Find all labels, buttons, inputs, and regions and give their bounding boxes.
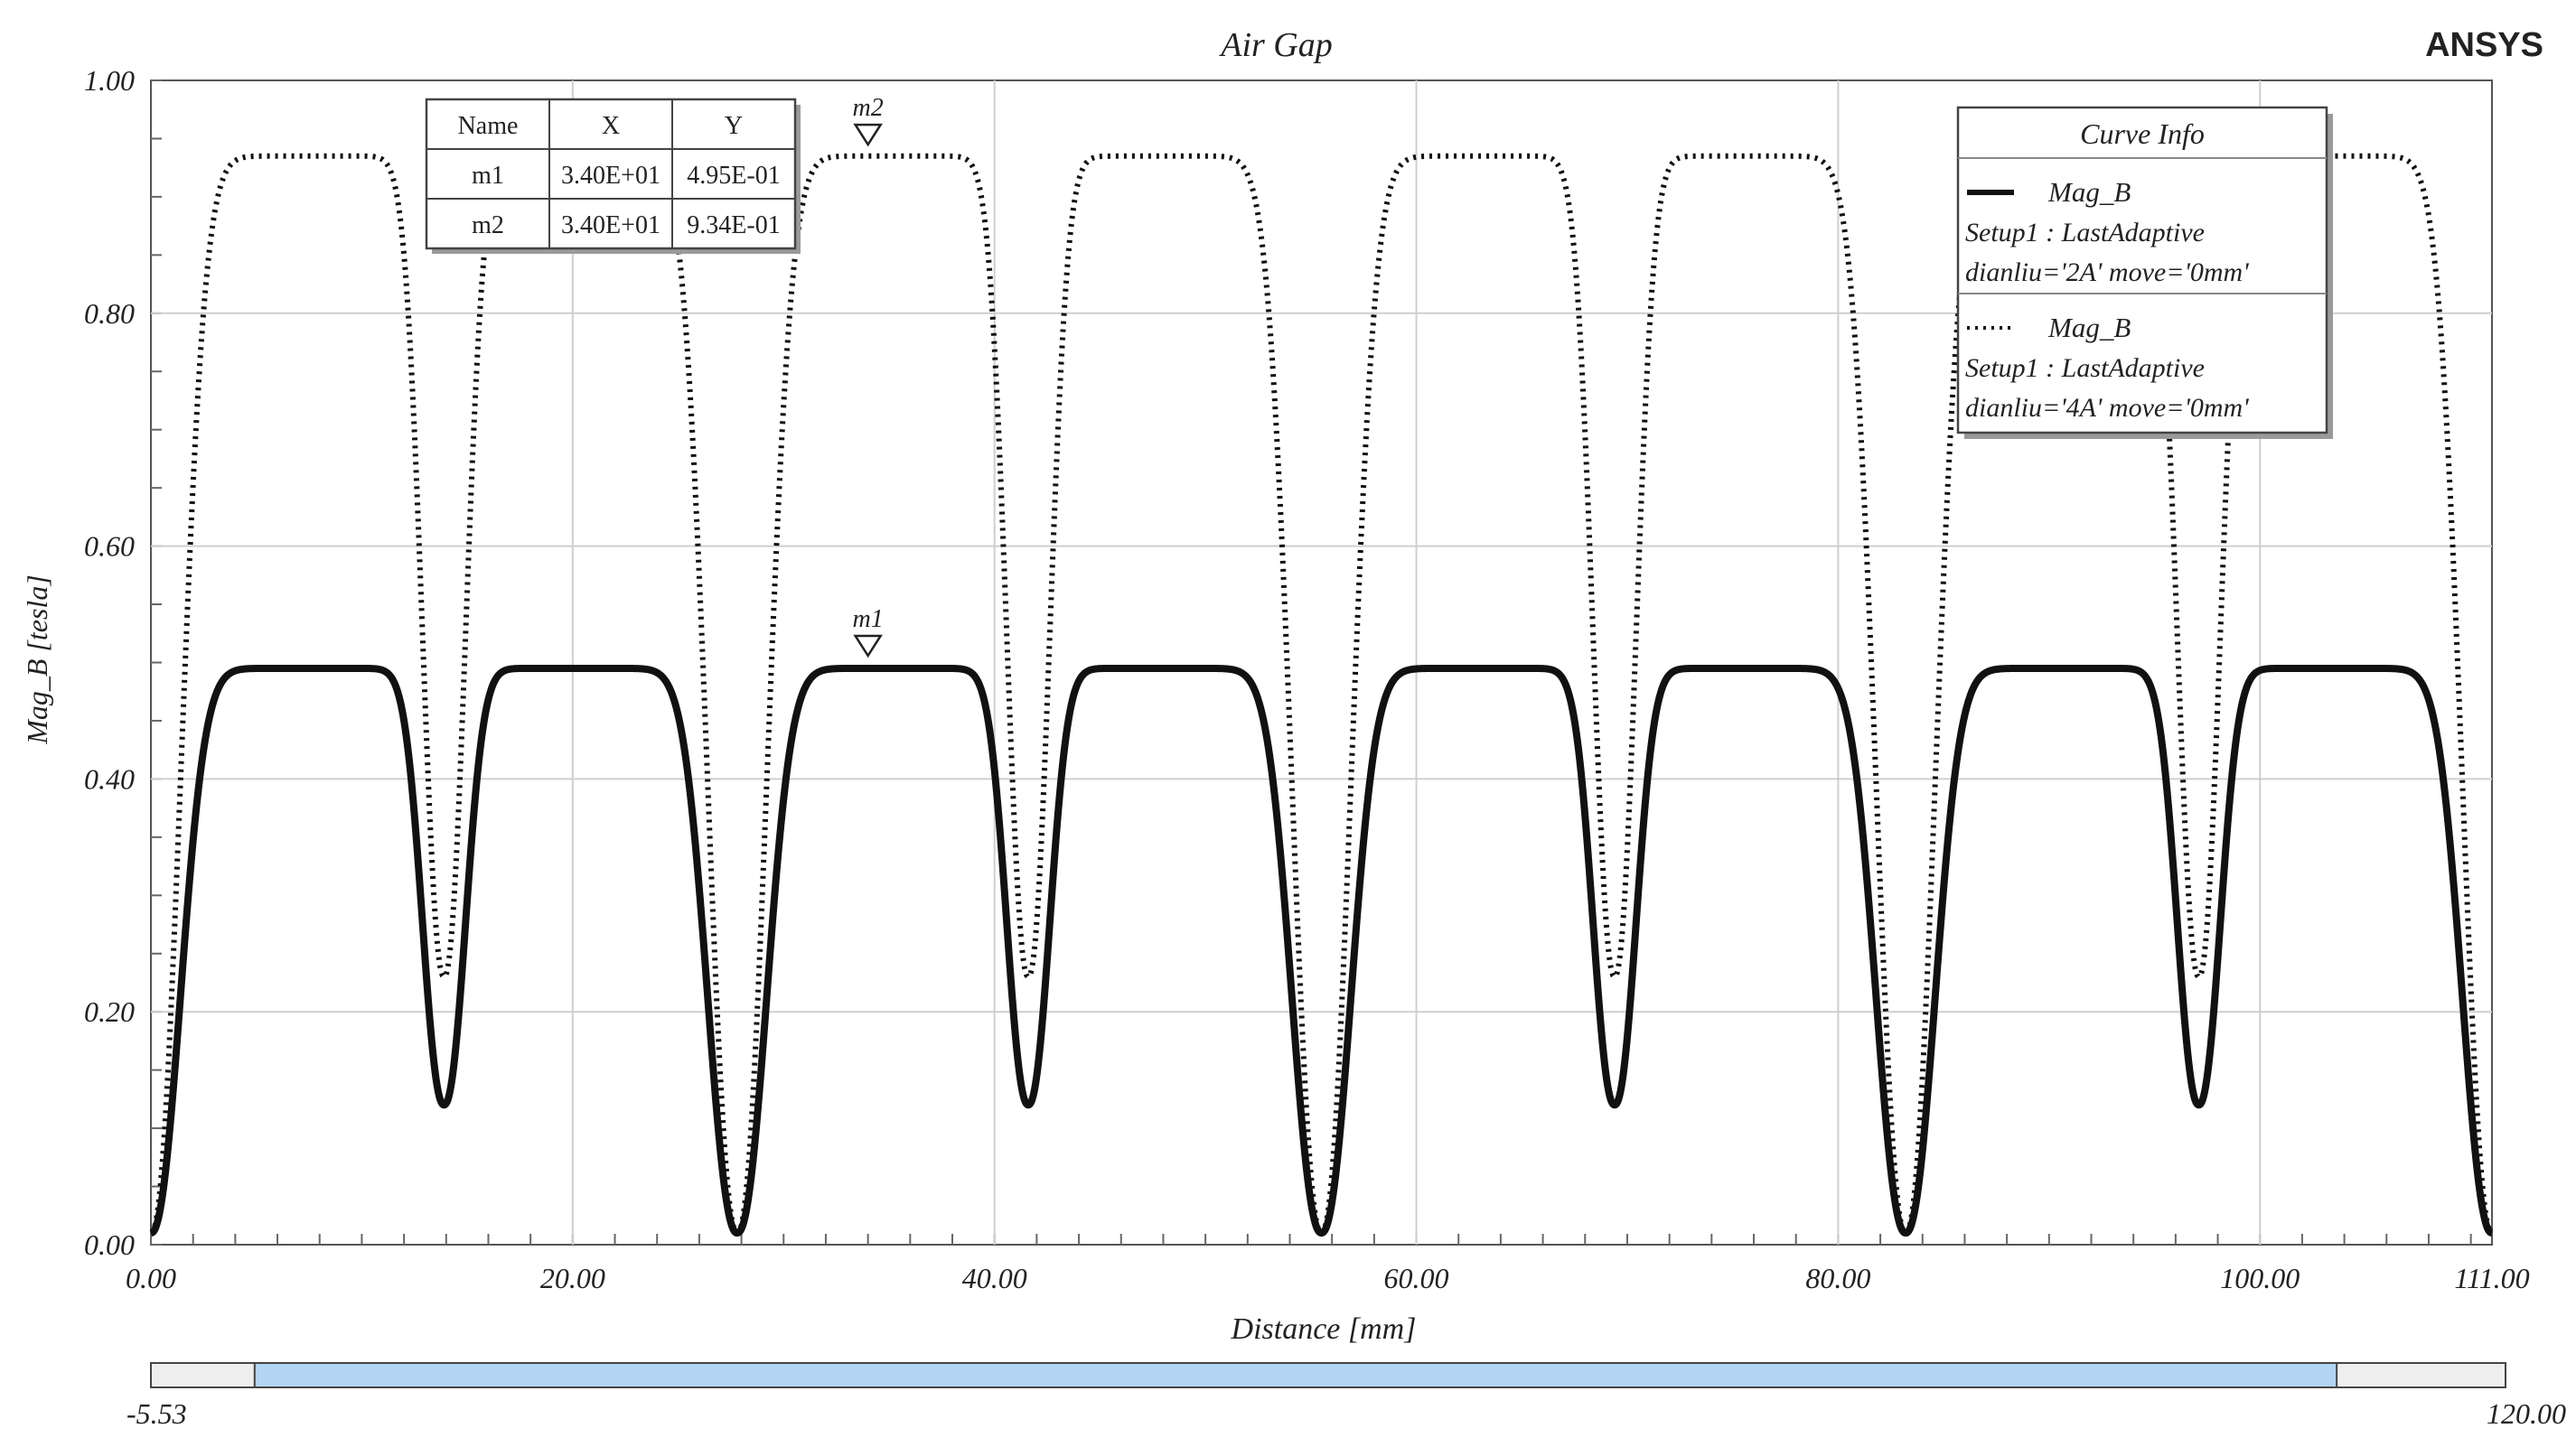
marker-table-header: Name	[458, 112, 519, 140]
curve-info-legend[interactable]: Curve Info Mag_B Setup1 : LastAdaptive dian…	[1956, 106, 2333, 439]
x-axis-scrollbar[interactable]: -5.53 120.00	[126, 1362, 2566, 1430]
y-tick-label: 0.00	[84, 1228, 135, 1261]
y-tick-label: 0.60	[84, 530, 135, 563]
legend-frame	[1956, 106, 2328, 434]
marker-table-header: X	[602, 112, 620, 140]
legend-entry-name: Mag_B	[2047, 312, 2131, 343]
marker-table-cell: 3.40E+01	[561, 162, 660, 190]
scrollbar-max-label: 120.00	[2487, 1397, 2566, 1430]
marker-table-cell: 3.40E+01	[561, 211, 660, 239]
marker-triangle-m2[interactable]	[853, 123, 883, 147]
marker-table-header: Y	[725, 112, 743, 140]
legend-title: Curve Info	[2080, 117, 2205, 150]
marker-label-m2: m2	[853, 94, 884, 122]
x-tick-label: 40.00	[962, 1262, 1027, 1294]
marker-table-cell: m2	[472, 211, 504, 239]
marker-table-frame	[425, 98, 797, 250]
legend-entry-params: dianliu='2A' move='0mm'	[1965, 257, 2249, 287]
marker-table-cell: 4.95E-01	[687, 162, 780, 190]
x-tick-label: 100.00	[2220, 1262, 2300, 1294]
marker-label-m1: m1	[853, 605, 884, 633]
legend-entry-setup: Setup1 : LastAdaptive	[1965, 218, 2205, 247]
x-tick-label: 111.00	[2454, 1262, 2529, 1294]
marker-table-cell: 9.34E-01	[687, 211, 780, 239]
marker-triangle-m1[interactable]	[853, 634, 883, 658]
legend-entry-setup: Setup1 : LastAdaptive	[1965, 353, 2205, 383]
legend-entry-name: Mag_B	[2047, 176, 2131, 208]
x-tick-label: 20.00	[540, 1262, 605, 1294]
x-axis-label: Distance [mm]	[1231, 1312, 1417, 1346]
y-tick-label: 1.00	[84, 64, 135, 97]
ansys-logo-text: ANSYS	[2425, 26, 2543, 64]
marker-table-cell: m1	[472, 162, 504, 190]
x-tick-label: 0.00	[126, 1262, 176, 1294]
x-tick-label: 80.00	[1805, 1262, 1870, 1294]
y-tick-label: 0.80	[84, 297, 135, 330]
scrollbar-min-label: -5.53	[126, 1397, 187, 1430]
x-tick-label: 60.00	[1384, 1262, 1449, 1294]
y-axis-label: Mag_B [tesla]	[21, 574, 53, 745]
scrollbar-thumb[interactable]	[253, 1362, 2338, 1388]
legend-entry-params: dianliu='4A' move='0mm'	[1965, 393, 2249, 423]
y-tick-label: 0.20	[84, 995, 135, 1028]
marker-table[interactable]: Name X Ym1 3.40E+01 4.95E-01 m2 3.40E+01 9.34E-…	[425, 98, 801, 254]
y-tick-label: 0.40	[84, 762, 135, 795]
chart-title: Air Gap	[1218, 26, 1333, 64]
